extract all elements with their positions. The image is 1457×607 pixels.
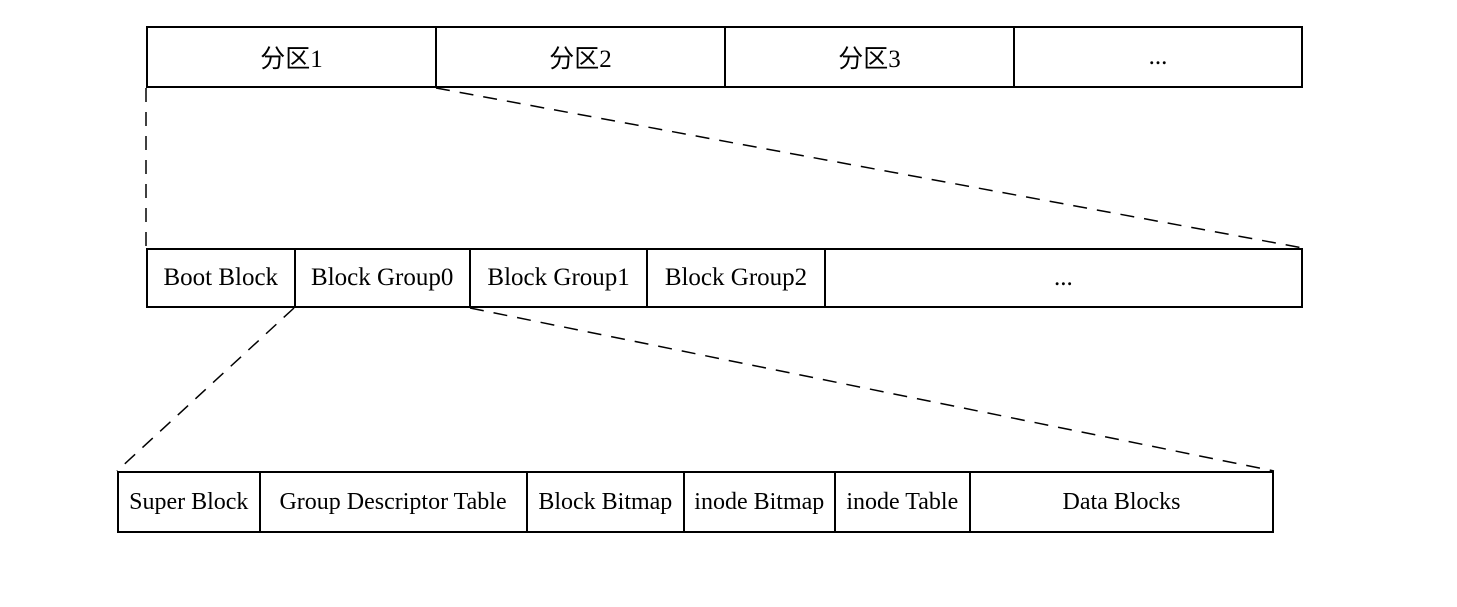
cell-blockgroups-2: Block Group1 <box>471 250 648 306</box>
cell-blockgroups-4: ... <box>826 250 1301 306</box>
cell-partitions-2: 分区3 <box>726 28 1015 86</box>
cell-partitions-0: 分区1 <box>148 28 437 86</box>
cell-groupdetail-4: inode Table <box>836 473 972 531</box>
cell-groupdetail-3: inode Bitmap <box>685 473 835 531</box>
cell-groupdetail-1: Group Descriptor Table <box>261 473 528 531</box>
cell-blockgroups-3: Block Group2 <box>648 250 825 306</box>
cell-partitions-1: 分区2 <box>437 28 726 86</box>
cell-groupdetail-5: Data Blocks <box>971 473 1272 531</box>
cell-blockgroups-1: Block Group0 <box>296 250 471 306</box>
row-partitions: 分区1分区2分区3... <box>146 26 1303 88</box>
row-blockgroups: Boot BlockBlock Group0Block Group1Block … <box>146 248 1303 308</box>
cell-partitions-3: ... <box>1015 28 1301 86</box>
cell-groupdetail-2: Block Bitmap <box>528 473 685 531</box>
cell-blockgroups-0: Boot Block <box>148 250 296 306</box>
row-groupdetail: Super BlockGroup Descriptor TableBlock B… <box>117 471 1274 533</box>
cell-groupdetail-0: Super Block <box>119 473 261 531</box>
